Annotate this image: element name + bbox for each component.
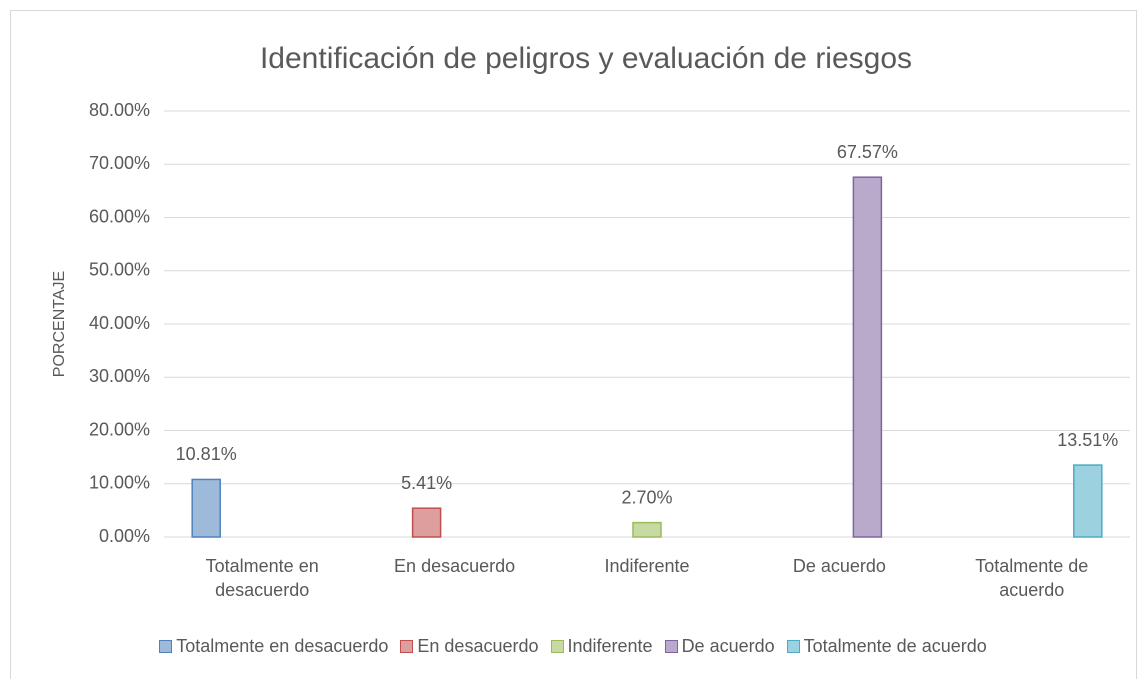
y-tick-label: 10.00% [89,473,150,493]
data-label: 10.81% [176,444,237,464]
x-tick-label: Indiferente [604,556,690,576]
legend-swatch [664,640,678,653]
y-tick-label: 80.00% [89,100,150,120]
x-tick-label: Totalmente en desacuerdo [205,556,319,600]
legend-label: Indiferente [567,636,653,656]
bar [191,478,221,538]
legend-label: Totalmente de acuerdo [803,636,987,656]
x-tick-label: De acuerdo [792,556,886,576]
legend-label: En desacuerdo [417,636,539,656]
y-tick-label: 20.00% [89,419,150,439]
y-tick-label: 50.00% [89,260,150,280]
legend-swatch [159,640,173,653]
bar [632,521,662,538]
legend-label: De acuerdo [681,636,775,656]
y-axis-label: PORCENTAJE [51,271,68,377]
legend-swatch [786,640,800,653]
legend-item: Totalmente en desacuerdo [159,636,388,657]
legend-swatch [400,640,414,653]
y-tick-label: 0.00% [99,526,150,546]
bar [852,176,883,538]
y-tick-label: 60.00% [89,206,150,226]
legend-label: Totalmente en desacuerdo [176,636,389,656]
bar [411,507,442,538]
x-tick-label: Totalmente de acuerdo [975,556,1089,600]
legend-item: De acuerdo [664,636,775,657]
data-label: 5.41% [401,473,452,493]
data-label: 2.70% [621,487,672,507]
legend-item: Indiferente [550,636,653,657]
bar [1073,464,1103,538]
legend: Totalmente en desacuerdo En desacuerdo Ind… [10,636,1136,657]
y-tick-label: 70.00% [89,153,150,173]
x-tick-label: En desacuerdo [394,556,516,576]
legend-item: En desacuerdo [400,636,539,657]
data-label: 13.51% [1057,430,1118,450]
legend-item: Totalmente de acuerdo [786,636,987,657]
data-label: 67.57% [837,142,898,162]
legend-swatch [550,640,564,653]
y-tick-label: 30.00% [89,366,150,386]
chart-title: Identificación de peligros y evaluación … [260,42,912,75]
y-tick-label: 40.00% [89,313,150,333]
chart-border [10,10,1137,679]
